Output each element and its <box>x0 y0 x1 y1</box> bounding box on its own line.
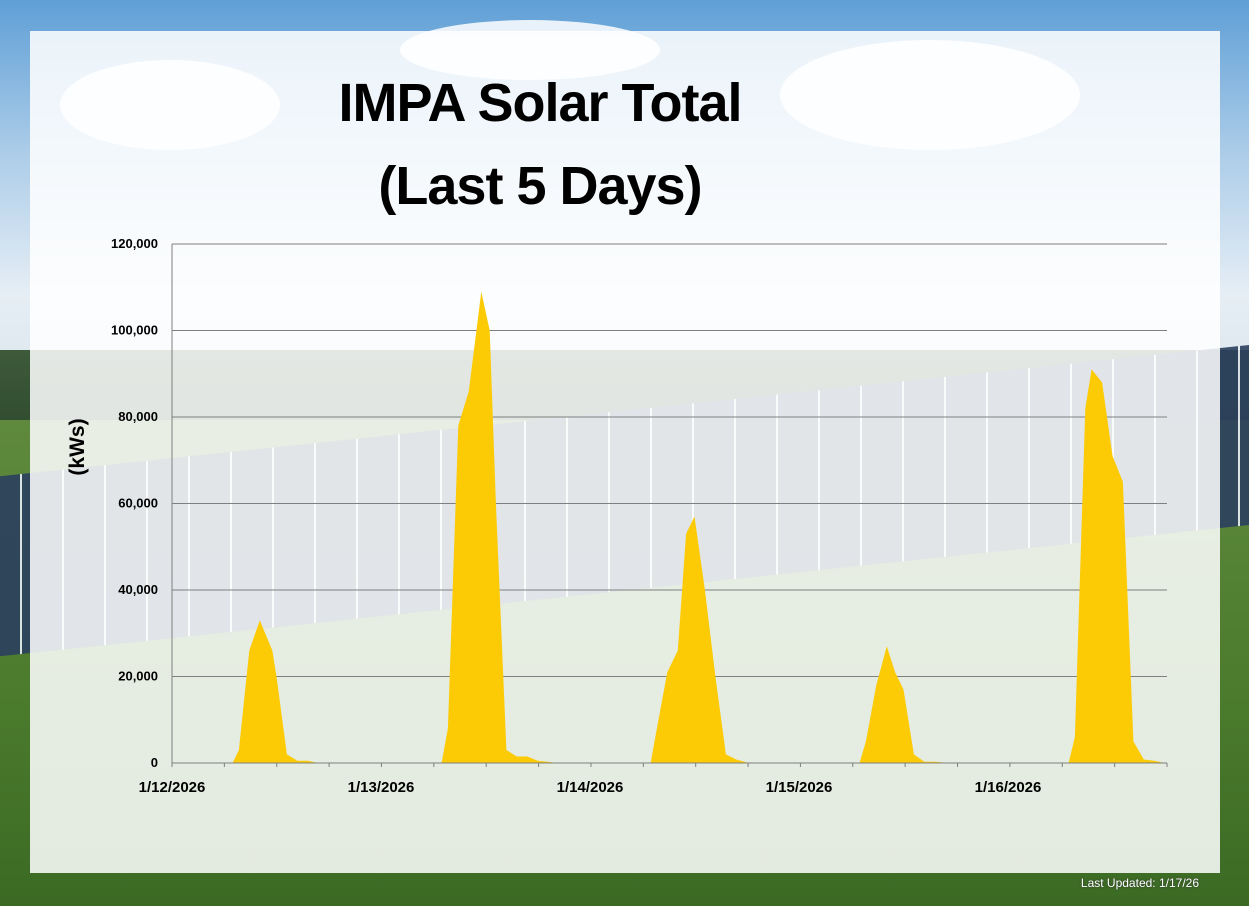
chart-title-line2: (Last 5 Days) <box>378 156 702 216</box>
chart-panel <box>30 31 1220 873</box>
y-tick-label: 40,000 <box>118 582 158 597</box>
chart-title-line1: IMPA Solar Total <box>338 73 742 133</box>
x-tick-label: 1/13/2026 <box>348 779 415 796</box>
y-tick-label: 120,000 <box>111 236 158 251</box>
series-area-path <box>172 291 1165 763</box>
x-tick-label: 1/15/2026 <box>766 779 833 796</box>
chart-title: IMPA Solar Total (Last 5 Days) <box>200 62 880 228</box>
y-tick-label: 60,000 <box>118 496 158 511</box>
y-tick-labels: 0 20,000 40,000 60,000 80,000 100,000 120,000 <box>111 236 158 770</box>
y-tick-label: 0 <box>151 755 158 770</box>
axes <box>171 244 1168 767</box>
x-tick-label: 1/14/2026 <box>557 779 624 796</box>
x-tick-label: 1/16/2026 <box>975 779 1042 796</box>
y-tick-label: 80,000 <box>118 409 158 424</box>
series-area <box>172 291 1165 763</box>
y-tick-label: 100,000 <box>111 323 158 338</box>
x-tick-label: 1/12/2026 <box>139 779 206 796</box>
y-tick-label: 20,000 <box>118 669 158 684</box>
x-tick-labels: 1/12/2026 1/13/2026 1/14/2026 1/15/2026 1/16… <box>139 779 1042 796</box>
last-updated-label: Last Updated: 1/17/26 <box>1080 876 1199 890</box>
